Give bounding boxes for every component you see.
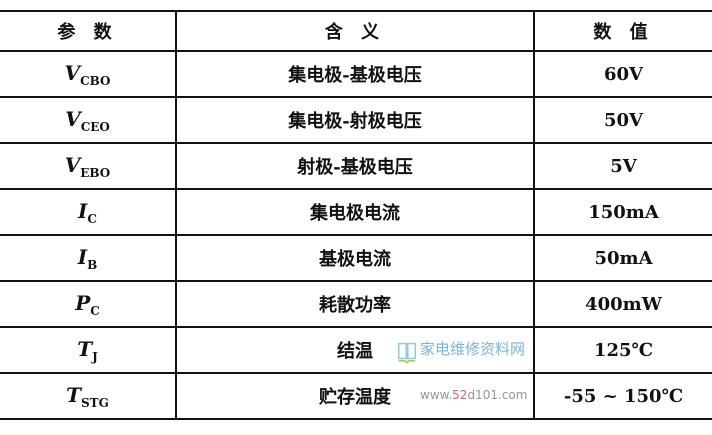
parameter-meaning: 射极-基极电压 — [175, 142, 535, 190]
parameter-meaning: 贮存温度 — [175, 372, 535, 420]
parameter-symbol: PC — [0, 280, 177, 328]
parameter-value: 50mA — [533, 234, 712, 282]
parameter-symbol: IB — [0, 234, 177, 282]
parameter-meaning: 集电极电流 — [175, 188, 535, 236]
parameter-symbol: VCBO — [0, 50, 177, 98]
parameter-meaning: 结温 — [175, 326, 535, 374]
parameter-value: 150mA — [533, 188, 712, 236]
parameter-meaning: 集电极-射极电压 — [175, 96, 535, 144]
header-parameter: 参 数 — [0, 10, 177, 52]
table-row: IC 集电极电流 150mA — [0, 188, 712, 236]
parameter-meaning: 基极电流 — [175, 234, 535, 282]
table-header-row: 参 数 含 义 数 值 — [0, 10, 712, 52]
table-row: VCBO 集电极-基极电压 60V — [0, 50, 712, 98]
parameter-symbol: VEBO — [0, 142, 177, 190]
parameter-value: -55 ~ 150℃ — [533, 372, 712, 420]
table-row: TSTG 贮存温度 -55 ~ 150℃ — [0, 372, 712, 420]
parameter-value: 125℃ — [533, 326, 712, 374]
table-row: VEBO 射极-基极电压 5V — [0, 142, 712, 190]
parameter-symbol: VCEO — [0, 96, 177, 144]
parameter-meaning: 耗散功率 — [175, 280, 535, 328]
table-row: TJ 结温 125℃ — [0, 326, 712, 374]
parameter-value: 400mW — [533, 280, 712, 328]
table-row: PC 耗散功率 400mW — [0, 280, 712, 328]
parameter-meaning: 集电极-基极电压 — [175, 50, 535, 98]
parameter-value: 5V — [533, 142, 712, 190]
table-row: IB 基极电流 50mA — [0, 234, 712, 282]
table-row: VCEO 集电极-射极电压 50V — [0, 96, 712, 144]
parameter-symbol: IC — [0, 188, 177, 236]
parameter-value: 60V — [533, 50, 712, 98]
header-value: 数 值 — [533, 10, 712, 52]
parameter-symbol: TSTG — [0, 372, 177, 420]
parameter-table: 参 数 含 义 数 值 VCBO 集电极-基极电压 60V VCEO 集电极-射极电压 5… — [0, 10, 712, 420]
parameter-symbol: TJ — [0, 326, 177, 374]
parameter-value: 50V — [533, 96, 712, 144]
header-meaning: 含 义 — [175, 10, 535, 52]
